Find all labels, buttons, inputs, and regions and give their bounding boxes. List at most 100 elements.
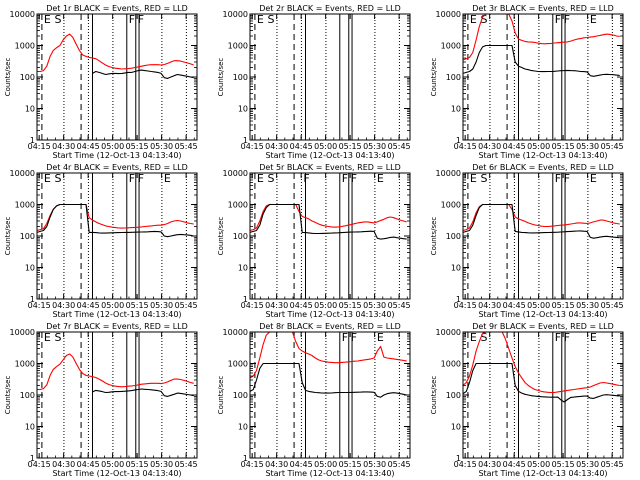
plot-frame: [249, 331, 411, 459]
plot-area: [37, 203, 194, 238]
x-tick-label: 04:15: [28, 301, 51, 310]
lld-series-line: [37, 33, 194, 73]
event-marker-label: E: [257, 172, 264, 185]
x-tick-label: 05:45: [388, 460, 411, 469]
event-marker-label: S: [268, 13, 275, 26]
y-tick-label: 100: [233, 232, 248, 241]
x-tick-label: 05:15: [126, 142, 149, 151]
x-axis-label: Start Time (12-Oct-13 04:13:40): [265, 469, 394, 478]
x-tick-label: 05:45: [175, 301, 198, 310]
lld-series-line: [250, 332, 407, 379]
plot-frame: [249, 13, 411, 141]
x-tick-label: 04:45: [503, 142, 526, 151]
plot-area: [463, 14, 620, 77]
x-tick-label: 04:45: [290, 142, 313, 151]
y-tick-label: 1: [456, 454, 461, 463]
y-axis-label: Counts/sec: [217, 58, 225, 97]
events-series-line: [463, 362, 620, 403]
event-marker-label: S: [481, 172, 488, 185]
panel-title: Det 9r BLACK = Events, RED = LLD: [472, 322, 614, 331]
plot-area: [37, 33, 194, 79]
event-marker-label: E: [470, 172, 477, 185]
y-tick-label: 100: [233, 391, 248, 400]
x-tick-label: 04:45: [503, 301, 526, 310]
x-tick-label: 05:30: [363, 301, 386, 310]
x-tick-label: 05:30: [576, 142, 599, 151]
y-tick-label: 10: [25, 264, 35, 273]
x-tick-label: 05:15: [552, 460, 575, 469]
y-axis-label: Counts/sec: [4, 58, 12, 97]
y-tick-label: 100: [233, 73, 248, 82]
plot-area: [250, 203, 407, 240]
x-tick-label: 05:30: [576, 301, 599, 310]
event-marker-label: E: [164, 172, 171, 185]
x-tick-label: 04:15: [454, 460, 477, 469]
plot-frame: [36, 13, 198, 141]
plot-area: [463, 203, 620, 239]
x-tick-label: 05:45: [601, 460, 624, 469]
x-tick-label: 04:15: [241, 142, 264, 151]
x-tick-label: 05:30: [363, 460, 386, 469]
x-tick-label: 05:30: [150, 142, 173, 151]
x-tick-label: 04:45: [503, 460, 526, 469]
panel-title: Det 2r BLACK = Events, RED = LLD: [259, 4, 401, 13]
y-axis-label: Counts/sec: [217, 376, 225, 415]
y-tick-label: 1000: [228, 42, 248, 51]
x-tick-label: 04:30: [478, 142, 501, 151]
y-axis-label: Counts/sec: [430, 217, 438, 256]
event-marker-label: E: [44, 13, 51, 26]
event-marker-label: F: [555, 172, 561, 185]
panel-title: Det 6r BLACK = Events, RED = LLD: [472, 163, 614, 172]
event-marker-label: S: [268, 172, 275, 185]
event-marker-label: E: [590, 331, 597, 344]
x-tick-label: 04:30: [478, 460, 501, 469]
event-marker-label: S: [55, 13, 62, 26]
event-marker-label: E: [377, 331, 384, 344]
y-tick-label: 1000: [228, 360, 248, 369]
events-series-line: [250, 362, 407, 398]
lld-series-line: [250, 203, 407, 232]
x-tick-label: 04:30: [265, 301, 288, 310]
y-tick-label: 100: [20, 73, 35, 82]
x-tick-label: 05:15: [339, 142, 362, 151]
plot-area: [250, 332, 407, 398]
x-tick-label: 05:00: [101, 142, 124, 151]
y-tick-label: 1: [243, 295, 248, 304]
y-tick-label: 1000: [15, 201, 35, 210]
event-marker-label: F: [129, 172, 135, 185]
events-series-line: [463, 203, 620, 239]
panel-title: Det 3r BLACK = Events, RED = LLD: [472, 4, 614, 13]
x-tick-label: 05:30: [363, 142, 386, 151]
x-tick-label: 05:15: [126, 460, 149, 469]
event-marker-label: F: [303, 172, 309, 185]
y-tick-label: 100: [20, 391, 35, 400]
x-axis-label: Start Time (12-Oct-13 04:13:40): [52, 469, 181, 478]
event-marker-label: E: [470, 331, 477, 344]
x-axis-label: Start Time (12-Oct-13 04:13:40): [265, 310, 394, 319]
y-axis-label: Counts/sec: [430, 58, 438, 97]
x-tick-label: 05:15: [339, 301, 362, 310]
y-tick-label: 100: [446, 73, 461, 82]
event-marker-label: E: [590, 13, 597, 26]
y-tick-label: 10000: [10, 10, 35, 19]
event-marker-label: E: [377, 172, 384, 185]
x-tick-label: 05:45: [388, 301, 411, 310]
y-tick-label: 10: [451, 264, 461, 273]
x-tick-label: 04:15: [454, 142, 477, 151]
x-tick-label: 05:45: [601, 142, 624, 151]
x-tick-label: 04:30: [52, 301, 75, 310]
y-tick-label: 10000: [223, 169, 248, 178]
x-axis-label: Start Time (12-Oct-13 04:13:40): [265, 151, 394, 160]
x-tick-label: 05:45: [175, 142, 198, 151]
event-marker-label: F: [138, 172, 144, 185]
y-tick-label: 1: [243, 454, 248, 463]
x-tick-label: 05:00: [527, 142, 550, 151]
y-tick-label: 10000: [223, 328, 248, 337]
x-axis-label: Start Time (12-Oct-13 04:13:40): [52, 310, 181, 319]
x-tick-label: 04:45: [290, 301, 313, 310]
x-tick-label: 05:15: [126, 301, 149, 310]
event-marker-label: E: [44, 331, 51, 344]
